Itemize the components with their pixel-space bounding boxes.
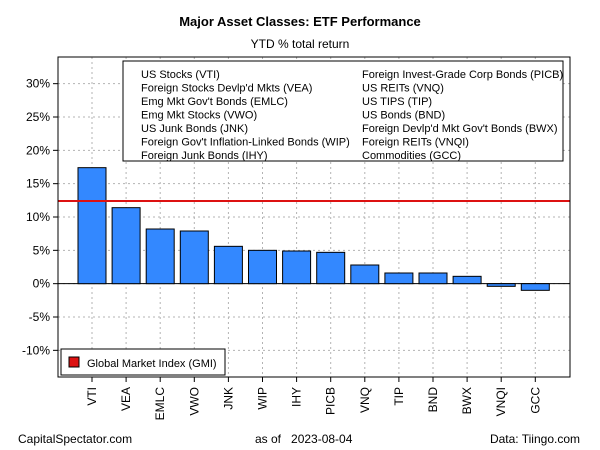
x-tick-label: PICB <box>324 387 338 415</box>
footer-source-left: CapitalSpectator.com <box>18 432 133 446</box>
bar-vwo <box>179 230 209 285</box>
x-tick-label: BND <box>426 387 440 413</box>
x-tick-label: VNQI <box>494 387 508 416</box>
bar-ihy <box>282 250 312 285</box>
x-tick-label: WIP <box>256 387 270 410</box>
legend-entry: Foreign REITs (VNQI) <box>362 137 469 149</box>
bars-layer <box>77 167 550 291</box>
bar-vea <box>111 207 141 285</box>
x-tick-label: VNQ <box>358 387 372 413</box>
gmi-legend-swatch <box>68 356 80 368</box>
x-tick-label: VWO <box>187 387 201 416</box>
bar-picb <box>316 251 346 285</box>
bar-vti <box>77 167 107 285</box>
legend-box <box>122 60 564 162</box>
y-tick-label: 0% <box>33 277 51 291</box>
bar-jnk <box>213 245 243 285</box>
legend-entry: Commodities (GCC) <box>362 150 461 162</box>
plot-frame <box>57 56 571 378</box>
legend: US Stocks (VTI) Foreign Stocks Devlp'd Mk… <box>122 60 564 162</box>
bar-wip <box>248 249 277 285</box>
bar-bwx <box>452 275 482 285</box>
gmi-legend-box <box>60 348 226 376</box>
legend-entry: Foreign Junk Bonds (IHY) <box>141 150 268 162</box>
legend-entry: Emg Mkt Stocks (VWO) <box>141 110 257 122</box>
y-tick-label: 25% <box>26 110 50 124</box>
chart-subtitle: YTD % total return <box>250 37 350 51</box>
legend-entry: Foreign Invest-Grade Corp Bonds (PICB) <box>362 69 563 81</box>
bar-bnd <box>418 272 448 285</box>
x-tick-label: TIP <box>392 387 406 406</box>
legend-entry: US Junk Bonds (JNK) <box>141 123 248 135</box>
footer-source-right: Data: Tiingo.com <box>489 432 580 446</box>
legend-entry: US Bonds (BND) <box>362 110 445 122</box>
y-tick-label: 20% <box>26 143 50 157</box>
x-tick-label: VTI <box>85 387 99 406</box>
bar-vnqi <box>486 283 516 287</box>
bar-tip <box>384 272 414 285</box>
y-axis: -10% -5% 0% 5% 10% 15% 20% 25% 30% <box>22 77 58 357</box>
y-tick-label: 5% <box>33 243 51 257</box>
footer-date: as of 2023-08-04 <box>255 432 353 446</box>
chart-title: Major Asset Classes: ETF Performance <box>179 14 421 29</box>
x-tick-label: EMLC <box>153 387 167 421</box>
y-tick-label: -10% <box>22 343 50 357</box>
y-tick-label: 15% <box>26 177 50 191</box>
bar-vnq <box>350 264 380 285</box>
bar-gcc <box>520 283 550 291</box>
x-tick-label: VEA <box>119 387 133 411</box>
bar-emlc <box>145 228 175 285</box>
y-tick-label: 10% <box>26 210 50 224</box>
legend-entry: Foreign Stocks Devlp'd Mkts (VEA) <box>141 83 312 95</box>
legend-entry: Foreign Devlp'd Mkt Gov't Bonds (BWX) <box>362 123 558 135</box>
legend-entry: US REITs (VNQ) <box>362 83 444 95</box>
x-tick-label: BWX <box>460 387 474 414</box>
x-axis-labels: VTI VEA EMLC VWO JNK WIP IHY PICB VNQ TIP BND BWX VN… <box>85 377 542 420</box>
legend-entry: Emg Mkt Gov't Bonds (EMLC) <box>141 96 288 108</box>
x-tick-label: GCC <box>528 387 542 414</box>
legend-entry: US TIPS (TIP) <box>362 96 432 108</box>
legend-entry: Foreign Gov't Inflation-Linked Bonds (WI… <box>141 137 350 149</box>
y-tick-label: -5% <box>29 310 51 324</box>
gmi-legend: Global Market Index (GMI) <box>60 348 226 376</box>
legend-entry: US Stocks (VTI) <box>141 69 220 81</box>
x-tick-label: IHY <box>290 387 304 407</box>
gmi-legend-label: Global Market Index (GMI) <box>87 358 217 370</box>
y-tick-label: 30% <box>26 77 50 91</box>
x-tick-label: JNK <box>221 387 235 410</box>
